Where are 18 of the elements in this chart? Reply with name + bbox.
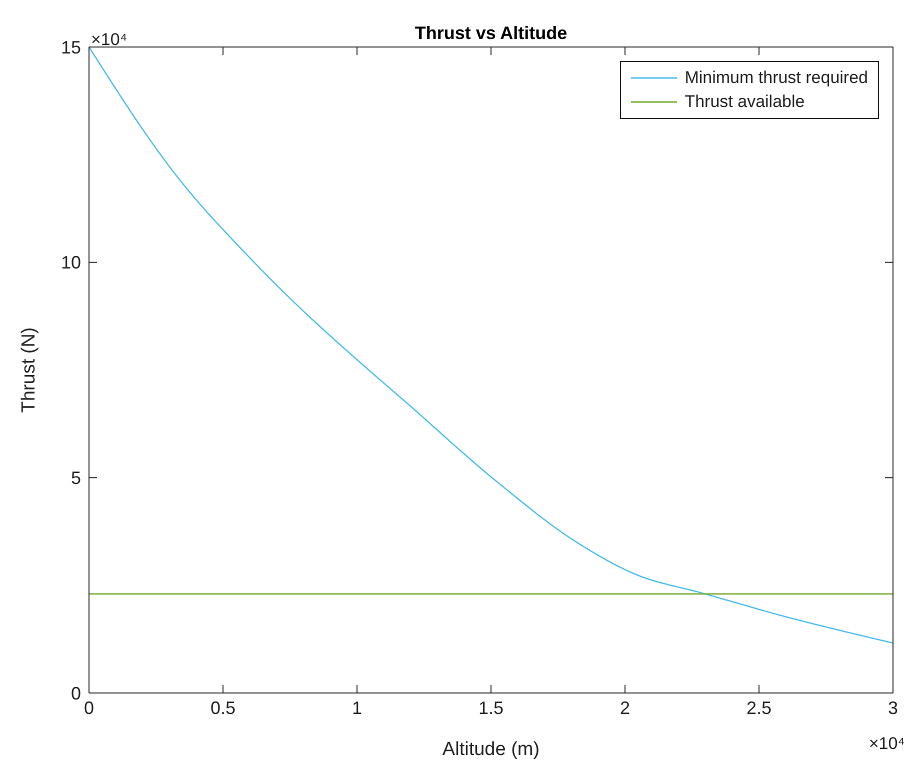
x-tick-label: 3: [888, 698, 898, 718]
text: ×10⁴: [868, 734, 905, 753]
annotation: ×10⁴: [91, 30, 128, 49]
x-tick-label: 0.5: [210, 698, 236, 718]
legend-label: Thrust available: [684, 91, 805, 113]
y-tick-label: 5: [70, 468, 81, 488]
legend-label: Minimum thrust required: [684, 67, 868, 89]
x-tick-label: 1.5: [478, 698, 504, 718]
chart-title: Thrust vs Altitude: [414, 23, 568, 43]
x-tick-label: 1: [352, 698, 362, 718]
x-tick-label: 2.5: [746, 698, 772, 718]
x-tick-label: 2: [620, 698, 630, 718]
y-tick-label: 10: [60, 252, 81, 273]
y-tick-label: 15: [60, 37, 81, 58]
x-axis-title: Altitude (m): [442, 739, 540, 760]
x-tick-label: 0: [84, 698, 94, 718]
y-tick-label: 0: [70, 683, 81, 704]
y-axis-title: Thrust (N): [18, 327, 40, 413]
